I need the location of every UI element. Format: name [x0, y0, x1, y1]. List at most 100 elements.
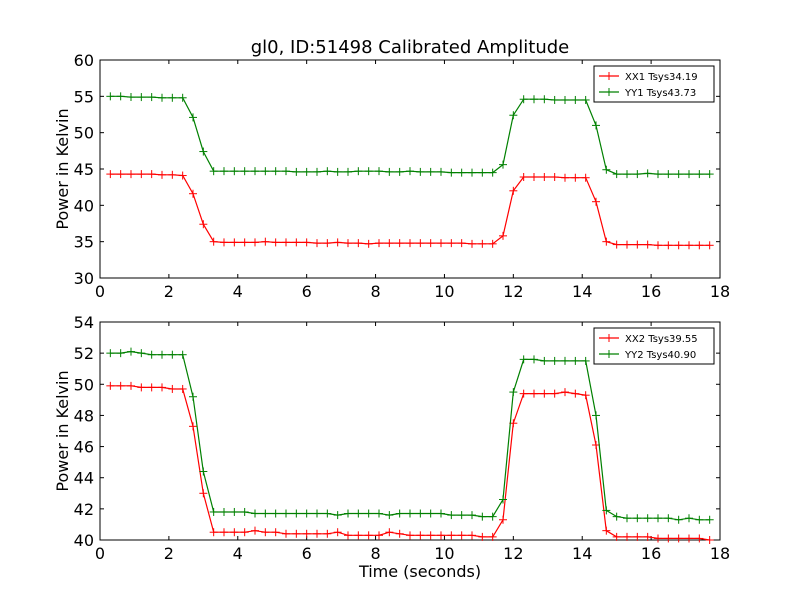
data-point — [499, 495, 507, 504]
data-point — [457, 168, 466, 177]
data-point — [158, 350, 166, 359]
data-point — [282, 238, 290, 247]
y-tick-label: 55 — [74, 87, 94, 106]
data-point — [189, 113, 197, 122]
data-point — [220, 238, 228, 247]
data-point — [447, 239, 456, 248]
data-point — [633, 170, 642, 179]
data-point — [209, 167, 218, 176]
data-point — [705, 170, 714, 179]
data-point — [416, 167, 425, 176]
data-point — [447, 168, 456, 177]
data-point — [530, 355, 538, 364]
series-1 — [106, 381, 714, 544]
data-point — [271, 238, 280, 247]
data-point — [468, 239, 476, 248]
data-point — [447, 511, 456, 520]
data-point — [571, 95, 580, 104]
data-point — [654, 241, 662, 250]
data-point — [116, 349, 125, 358]
data-point — [612, 170, 621, 179]
data-point — [664, 514, 673, 523]
data-point — [292, 509, 301, 518]
data-point — [375, 167, 383, 176]
data-point — [488, 168, 497, 177]
data-point — [633, 514, 642, 523]
data-point — [220, 167, 228, 176]
data-point — [333, 528, 342, 537]
data-point — [168, 350, 177, 359]
x-tick-label: 6 — [302, 544, 312, 563]
data-point — [209, 528, 218, 537]
data-point — [230, 528, 239, 537]
data-point — [189, 189, 197, 198]
legend-item: XX1 Tsys34.19 — [599, 72, 698, 83]
data-point — [550, 172, 559, 181]
data-point — [354, 167, 363, 176]
data-point — [685, 241, 693, 250]
data-point — [426, 239, 435, 248]
data-point — [323, 167, 332, 176]
y-tick-label: 50 — [74, 375, 94, 394]
data-point — [664, 534, 673, 543]
data-point — [282, 509, 290, 518]
y-tick-label: 60 — [74, 51, 94, 70]
y-tick-label: 35 — [74, 233, 94, 252]
y-axis-label: Power in Kelvin — [53, 108, 72, 229]
data-point — [137, 93, 146, 102]
data-point — [230, 507, 239, 516]
series-2 — [106, 347, 714, 524]
data-point — [261, 509, 270, 518]
data-point — [199, 147, 208, 156]
x-tick-label: 8 — [370, 544, 380, 563]
legend-item: YY1 Tsys43.73 — [599, 88, 696, 99]
y-axis-label: Power in Kelvin — [53, 370, 72, 491]
data-point — [509, 111, 518, 120]
x-tick-label: 0 — [95, 282, 105, 301]
data-point — [633, 532, 642, 541]
data-point — [457, 511, 466, 520]
data-point — [199, 489, 208, 498]
legend-item: XX2 Tsys39.55 — [599, 334, 698, 345]
data-point — [333, 238, 342, 247]
data-point — [530, 389, 538, 398]
data-point — [571, 356, 580, 365]
data-point — [106, 349, 115, 358]
data-point — [395, 509, 404, 518]
data-point — [116, 92, 125, 101]
data-point — [209, 507, 218, 516]
data-point — [302, 167, 311, 176]
plot-panel-1: 0 2 4 6 8 10 12 14 16 18 30 35 40 45 50 55 60 Power in Ke… — [53, 51, 730, 301]
x-tick-label: 16 — [641, 282, 661, 301]
data-point — [540, 95, 549, 104]
data-point — [468, 531, 476, 540]
y-tick-label: 40 — [74, 196, 94, 215]
data-point — [323, 239, 332, 248]
data-point — [261, 528, 270, 537]
data-point — [313, 509, 321, 518]
data-point — [519, 172, 528, 181]
data-point — [240, 238, 249, 247]
data-point — [158, 383, 166, 392]
data-point — [354, 509, 363, 518]
data-point — [127, 170, 135, 179]
x-tick-label: 16 — [641, 544, 661, 563]
data-point — [643, 240, 652, 249]
data-point — [271, 528, 280, 537]
data-point — [478, 239, 487, 248]
data-point — [385, 239, 394, 248]
data-point — [375, 509, 383, 518]
data-point — [364, 167, 373, 176]
data-point — [220, 507, 228, 516]
data-point — [571, 173, 580, 182]
data-point — [271, 167, 280, 176]
data-point — [592, 121, 600, 130]
data-point — [581, 173, 590, 182]
data-point — [292, 529, 301, 538]
data-point — [395, 239, 404, 248]
data-point — [199, 467, 208, 476]
data-point — [705, 241, 714, 250]
data-point — [540, 356, 549, 365]
data-point — [581, 95, 590, 104]
data-point — [509, 186, 518, 195]
